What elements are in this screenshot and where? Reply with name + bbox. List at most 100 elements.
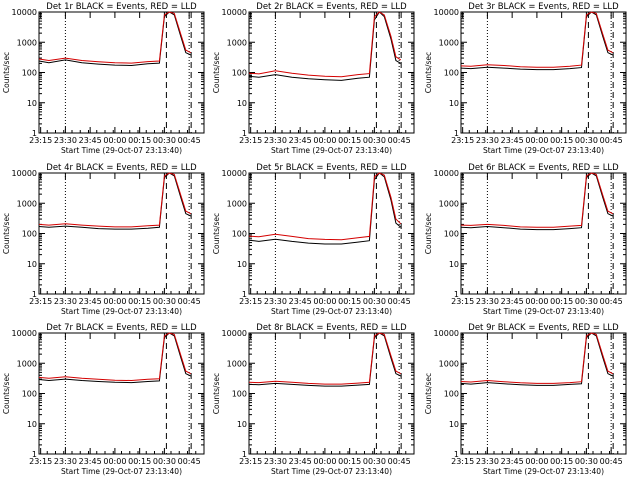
y-axis-label: Counts/sec (2, 52, 11, 93)
x-tick-label: 23:45 (79, 457, 102, 466)
y-tick-label: 10000 (12, 329, 37, 338)
panel-6: Det 6r BLACK = Events, RED = LLD 1 10 100 10… (424, 163, 627, 316)
y-tick-label: 100 (22, 69, 37, 78)
y-tick-label: 10 (237, 99, 247, 108)
y-tick-label: 10 (237, 260, 247, 269)
y-tick-label: 100 (444, 69, 459, 78)
x-axis-label: Start Time (29-Oct-07 23:13:40) (271, 307, 392, 316)
y-tick-label: 100 (232, 390, 247, 399)
events-series-line (38, 172, 192, 230)
x-tick-label: 00:30 (363, 457, 386, 466)
y-tick-label: 1000 (227, 199, 247, 208)
x-axis-label: Start Time (29-Oct-07 23:13:40) (61, 146, 182, 155)
y-tick-label: 1000 (227, 38, 247, 47)
lld-series-line (460, 11, 614, 68)
y-tick-label: 1 (454, 450, 459, 459)
events-series-line (38, 11, 192, 67)
y-tick-label: 10 (237, 420, 247, 429)
x-tick-label: 23:15 (239, 457, 262, 466)
x-tick-label: 23:45 (289, 457, 312, 466)
y-tick-label: 1000 (17, 199, 37, 208)
x-tick-label: 23:30 (54, 136, 77, 145)
panel-7: Det 7r BLACK = Events, RED = LLD 1 10 100 10… (2, 323, 205, 476)
x-tick-label: 00:45 (178, 136, 201, 145)
panel-title: Det 7r BLACK = Events, RED = LLD (46, 323, 197, 333)
x-tick-label: 23:30 (264, 136, 287, 145)
x-tick-label: 00:30 (153, 136, 176, 145)
x-tick-label: 00:15 (550, 136, 573, 145)
x-tick-label: 00:30 (575, 297, 598, 306)
y-tick-label: 1 (242, 129, 247, 138)
panel-title: Det 3r BLACK = Events, RED = LLD (468, 2, 619, 12)
y-tick-label: 1000 (439, 38, 459, 47)
lld-series-line (38, 11, 192, 64)
x-tick-label: 00:45 (178, 457, 201, 466)
x-tick-label: 23:30 (264, 297, 287, 306)
x-tick-label: 23:15 (29, 457, 52, 466)
x-tick-label: 00:00 (525, 297, 548, 306)
x-tick-label: 00:45 (178, 297, 201, 306)
y-tick-label: 100 (444, 390, 459, 399)
y-axis-label: Counts/sec (212, 373, 221, 414)
x-tick-label: 23:45 (79, 136, 102, 145)
y-axis-label: Counts/sec (424, 213, 433, 254)
panel-title: Det 4r BLACK = Events, RED = LLD (46, 163, 197, 173)
x-tick-label: 00:30 (575, 136, 598, 145)
panel-8: Det 8r BLACK = Events, RED = LLD 1 10 100 10… (212, 323, 415, 476)
x-tick-label: 00:00 (103, 297, 126, 306)
x-tick-label: 23:15 (29, 136, 52, 145)
x-tick-label: 00:30 (363, 136, 386, 145)
y-tick-label: 10000 (222, 8, 247, 17)
lld-series-line (460, 332, 614, 384)
x-axis-label: Start Time (29-Oct-07 23:13:40) (483, 307, 604, 316)
x-tick-label: 23:30 (54, 297, 77, 306)
lld-series-line (248, 332, 402, 385)
events-series-line (248, 11, 402, 81)
y-tick-label: 10 (449, 420, 459, 429)
x-axis-label: Start Time (29-Oct-07 23:13:40) (61, 467, 182, 476)
x-tick-label: 00:15 (128, 297, 151, 306)
x-tick-label: 23:30 (54, 457, 77, 466)
y-tick-label: 10 (27, 99, 37, 108)
x-tick-label: 23:15 (239, 297, 262, 306)
x-tick-label: 23:45 (289, 297, 312, 306)
lld-series-line (38, 332, 192, 382)
y-axis-label: Counts/sec (212, 52, 221, 93)
x-tick-label: 00:30 (153, 297, 176, 306)
x-tick-label: 23:30 (264, 457, 287, 466)
y-tick-label: 100 (22, 390, 37, 399)
y-tick-label: 10000 (222, 169, 247, 178)
y-axis-label: Counts/sec (424, 52, 433, 93)
y-tick-label: 10 (449, 99, 459, 108)
y-tick-label: 100 (232, 69, 247, 78)
x-tick-label: 23:15 (29, 297, 52, 306)
y-tick-label: 100 (22, 230, 37, 239)
panel-3: Det 3r BLACK = Events, RED = LLD 1 10 100 10… (424, 2, 627, 155)
y-tick-label: 1 (242, 290, 247, 299)
x-tick-label: 00:45 (600, 297, 623, 306)
x-axis-label: Start Time (29-Oct-07 23:13:40) (271, 467, 392, 476)
panel-title: Det 9r BLACK = Events, RED = LLD (468, 323, 619, 333)
x-tick-label: 00:45 (600, 457, 623, 466)
x-tick-label: 23:30 (476, 457, 499, 466)
panel-title: Det 2r BLACK = Events, RED = LLD (256, 2, 407, 12)
x-tick-label: 23:30 (476, 136, 499, 145)
y-tick-label: 1000 (227, 359, 247, 368)
panel-4: Det 4r BLACK = Events, RED = LLD 1 10 100 10… (2, 163, 205, 316)
y-tick-label: 10000 (12, 169, 37, 178)
x-tick-label: 23:15 (451, 136, 474, 145)
events-series-line (248, 172, 402, 245)
y-tick-label: 1 (32, 290, 37, 299)
y-tick-label: 1000 (17, 38, 37, 47)
panel-title: Det 6r BLACK = Events, RED = LLD (468, 163, 619, 173)
x-tick-label: 00:00 (103, 457, 126, 466)
x-tick-label: 00:00 (313, 457, 336, 466)
y-tick-label: 1 (242, 450, 247, 459)
y-tick-label: 10 (27, 260, 37, 269)
y-axis-label: Counts/sec (2, 213, 11, 254)
x-tick-label: 00:00 (313, 297, 336, 306)
x-tick-label: 00:00 (525, 136, 548, 145)
panel-1: Det 1r BLACK = Events, RED = LLD 1 10 100 10… (2, 2, 205, 155)
lld-series-line (248, 11, 402, 78)
